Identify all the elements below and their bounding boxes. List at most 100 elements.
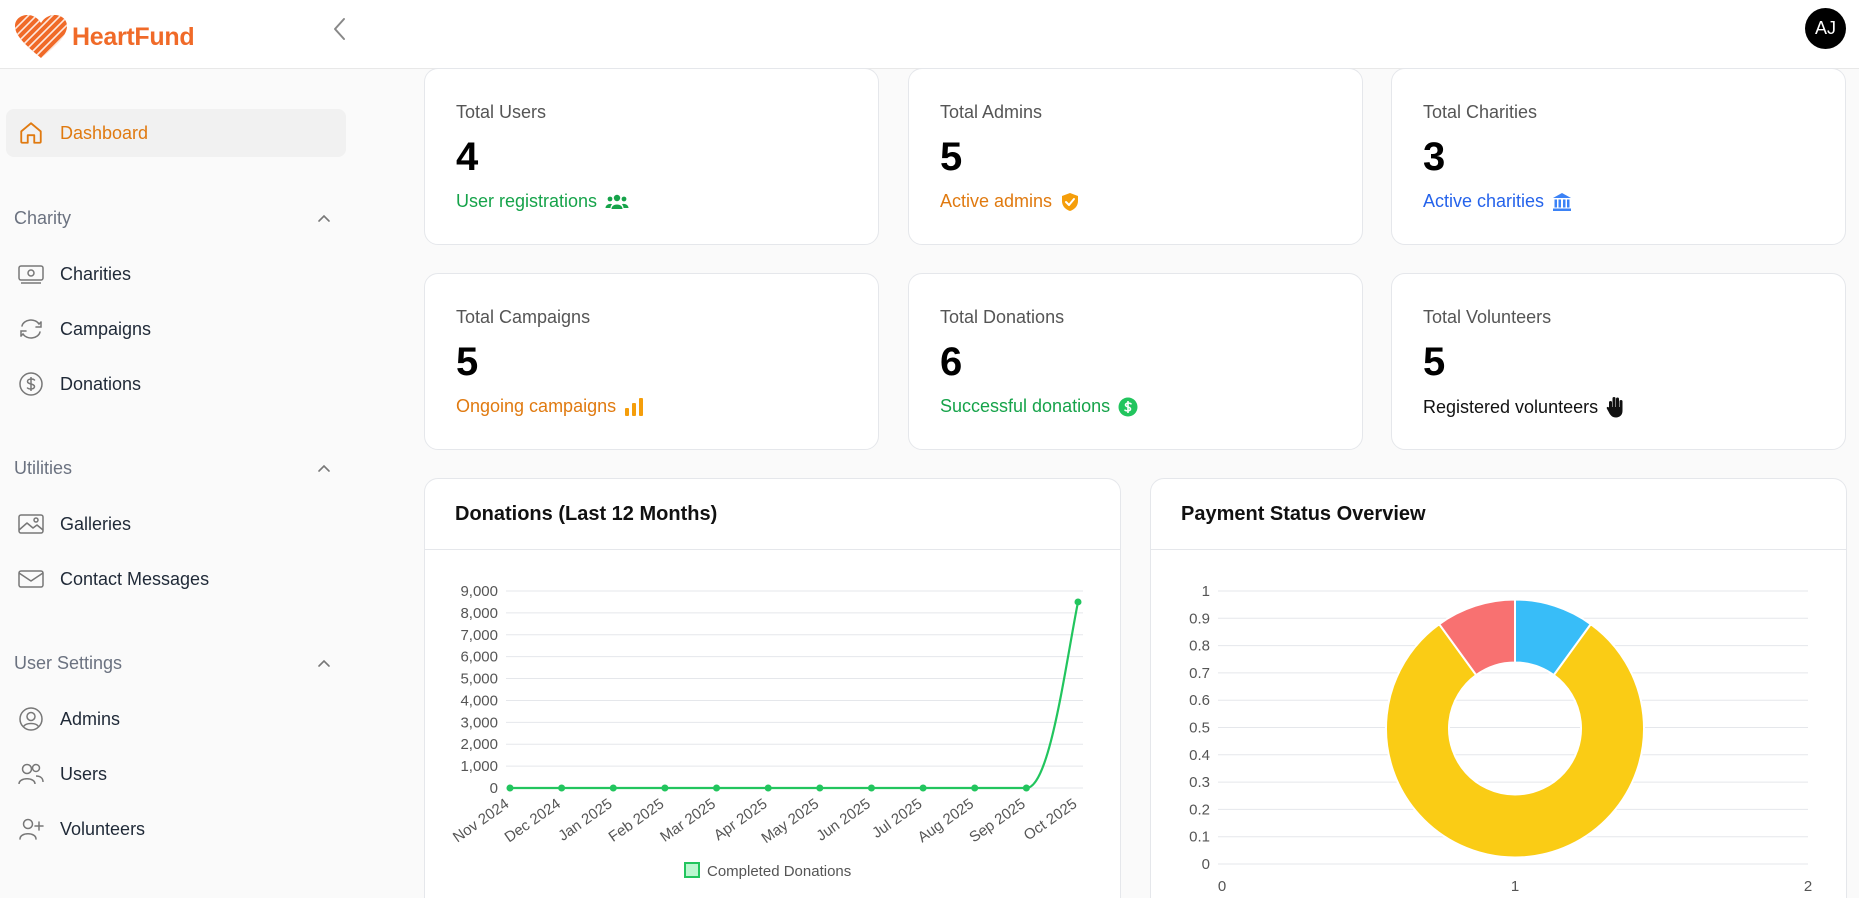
stat-value: 3	[1423, 135, 1446, 179]
sidebar-item-label: Galleries	[60, 513, 132, 534]
x-tick-label: 2	[1804, 878, 1812, 895]
bank-icon	[1553, 192, 1572, 211]
stat-card-volunteers[interactable]: Total Volunteers 5 Registered volunteers	[1391, 273, 1846, 450]
refresh-icon	[16, 314, 46, 344]
x-tick-label: 0	[1218, 878, 1226, 895]
banknote-icon	[16, 259, 46, 289]
sidebar-item-dashboard[interactable]: Dashboard	[6, 109, 346, 157]
users-group-icon	[605, 194, 629, 209]
sidebar-item-admins[interactable]: Admins	[6, 695, 346, 743]
sidebar-item-label: Charities	[60, 263, 132, 284]
chart-header: Donations (Last 12 Months)	[425, 479, 1120, 550]
payment-status-donut-chart: 0 0.1 0.2 0.3 0.4 0.5 0.6 0.7 0.8 0.9 1 0 1 2	[1189, 583, 1812, 895]
x-tick-label: Oct 2025	[1021, 795, 1081, 844]
stat-title: Total Donations	[940, 307, 1065, 327]
y-tick-label: 0	[490, 780, 498, 797]
y-tick-label: 0.1	[1189, 829, 1210, 846]
user-avatar[interactable]: AJ	[1805, 8, 1846, 49]
sidebar-item-users[interactable]: Users	[6, 750, 346, 798]
data-point	[1074, 598, 1082, 606]
x-tick-label: Jun 2025	[813, 795, 873, 844]
y-tick-label: 0.6	[1189, 692, 1210, 709]
stat-subtitle-text: Active charities	[1423, 191, 1545, 211]
stat-title: Total Volunteers	[1423, 307, 1552, 327]
x-tick-label: Dec 2024	[502, 795, 564, 846]
sidebar-item-donations[interactable]: Donations	[6, 360, 346, 408]
donations-chart-card: Donations (Last 12 Months) 0 1,000 2,000 3,…	[424, 478, 1121, 898]
data-point	[764, 784, 772, 792]
chevron-up-icon	[318, 464, 330, 472]
x-tick-label: Nov 2024	[450, 795, 512, 846]
data-point	[713, 784, 721, 792]
stat-value: 4	[456, 135, 479, 179]
dollar-circle-icon	[16, 369, 46, 399]
legend-label: Completed Donations	[707, 863, 851, 880]
donut-slice	[1437, 598, 1516, 677]
stat-subtitle-text: User registrations	[456, 191, 598, 211]
section-title: Utilities	[14, 457, 73, 478]
y-tick-label: 5,000	[460, 671, 498, 688]
stat-value: 5	[940, 135, 963, 179]
home-icon	[16, 118, 46, 148]
users-icon	[16, 759, 46, 789]
section-header-charity[interactable]: Charity	[14, 203, 332, 233]
image-icon	[16, 509, 46, 539]
donations-line-chart: 0 1,000 2,000 3,000 4,000 5,000 6,000 7,000 8,00…	[450, 583, 1083, 880]
y-tick-label: 9,000	[460, 583, 498, 600]
data-point	[867, 784, 875, 792]
sidebar-item-volunteers[interactable]: Volunteers	[6, 805, 346, 853]
x-tick-label: May 2025	[758, 795, 822, 847]
y-tick-label: 0.3	[1189, 774, 1210, 791]
stat-card-admins[interactable]: Total Admins 5 Active admins	[908, 68, 1363, 245]
x-tick-label: Feb 2025	[606, 795, 668, 845]
stat-card-campaigns[interactable]: Total Campaigns 5 Ongoing campaigns	[424, 273, 879, 450]
y-tick-label: 0.4	[1189, 747, 1210, 764]
section-header-user-settings[interactable]: User Settings	[14, 648, 332, 678]
stat-card-users[interactable]: Total Users 4 User registrations	[424, 68, 879, 245]
stat-subtitle-text: Active admins	[940, 191, 1053, 211]
hand-icon	[1606, 397, 1623, 418]
data-point	[971, 784, 979, 792]
brand-name: HeartFund	[72, 22, 195, 51]
chart-title: Donations (Last 12 Months)	[455, 503, 718, 525]
y-tick-label: 1,000	[460, 758, 498, 775]
stat-card-donations[interactable]: Total Donations 6 Successful donations	[908, 273, 1363, 450]
stat-title: Total Admins	[940, 102, 1043, 122]
y-tick-label: 7,000	[460, 627, 498, 644]
y-tick-label: 3,000	[460, 714, 498, 731]
shield-check-icon	[1062, 192, 1079, 211]
data-point	[661, 784, 669, 792]
dollar-circle-icon	[1118, 397, 1138, 416]
stat-subtitle: Ongoing campaigns	[456, 396, 644, 417]
user-plus-icon	[16, 814, 46, 844]
section-header-utilities[interactable]: Utilities	[14, 453, 332, 483]
stat-title: Total Charities	[1423, 102, 1538, 122]
chevron-up-icon	[318, 659, 330, 667]
sidebar-item-label: Campaigns	[60, 318, 152, 339]
stat-value: 5	[1423, 340, 1446, 384]
data-point	[506, 784, 514, 792]
sidebar-item-campaigns[interactable]: Campaigns	[6, 305, 346, 353]
sidebar-item-contact-messages[interactable]: Contact Messages	[6, 555, 346, 603]
sidebar-item-charities[interactable]: Charities	[6, 250, 346, 298]
data-point	[1022, 784, 1030, 792]
stat-title: Total Users	[456, 102, 547, 122]
stat-card-charities[interactable]: Total Charities 3 Active charities	[1391, 68, 1846, 245]
y-tick-label: 0.9	[1189, 610, 1210, 627]
brand-logo[interactable]: HeartFund	[14, 14, 195, 60]
data-point	[816, 784, 824, 792]
x-tick-label: Sep 2025	[966, 795, 1028, 846]
stat-value: 5	[456, 340, 479, 384]
stat-subtitle: Successful donations	[940, 396, 1138, 417]
stat-subtitle: Active admins	[940, 191, 1080, 212]
section-title: Charity	[14, 207, 72, 228]
y-tick-label: 2,000	[460, 736, 498, 753]
sidebar-item-galleries[interactable]: Galleries	[6, 500, 346, 548]
y-tick-label: 8,000	[460, 605, 498, 622]
stat-subtitle: Active charities	[1423, 191, 1572, 212]
sidebar-collapse-button[interactable]	[328, 14, 352, 44]
y-tick-label: 0.8	[1189, 638, 1210, 655]
section-title: User Settings	[14, 652, 123, 673]
y-tick-label: 0.7	[1189, 665, 1210, 682]
stat-subtitle-text: Ongoing campaigns	[456, 396, 617, 416]
